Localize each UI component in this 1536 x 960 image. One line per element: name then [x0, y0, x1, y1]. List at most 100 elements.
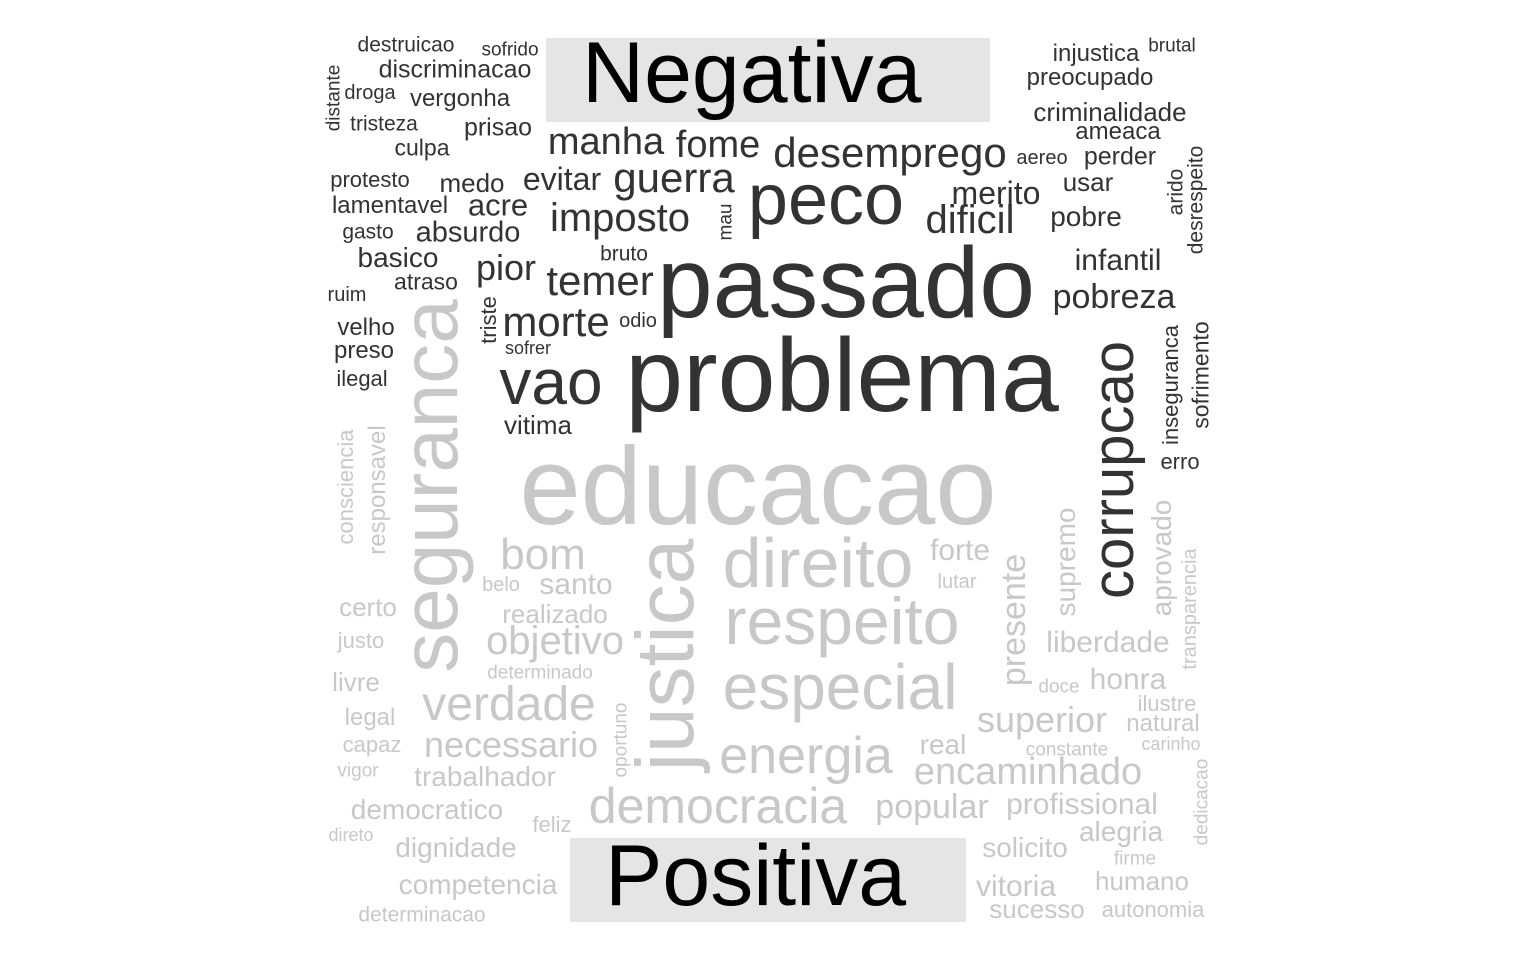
word-desemprego: desemprego — [773, 129, 1007, 176]
word-vao: vao — [499, 346, 603, 418]
word-usar: usar — [1062, 167, 1114, 197]
word-sucesso: sucesso — [989, 894, 1085, 924]
word-solicito: solicito — [982, 832, 1068, 863]
word-destruicao: destruicao — [357, 33, 455, 57]
word-criminalidade: criminalidade — [1033, 97, 1187, 127]
word-respeito: respeito — [724, 584, 960, 658]
negative-label-box — [546, 38, 990, 122]
word-verdade: verdade — [422, 678, 596, 731]
word-desrespeito: desrespeito — [1184, 145, 1208, 255]
word-atraso: atraso — [394, 268, 458, 295]
word-honra: honra — [1089, 663, 1167, 696]
word-ilegal: ilegal — [336, 366, 388, 391]
word-culpa: culpa — [394, 134, 450, 161]
word-pobre: pobre — [1050, 201, 1122, 232]
word-sofrer: sofrer — [504, 338, 552, 358]
word-liberdade: liberdade — [1046, 626, 1170, 659]
word-democratico: democratico — [350, 794, 504, 825]
word-firme: firme — [1113, 848, 1157, 870]
word-imposto: imposto — [549, 196, 691, 240]
word-sofrido: sofrido — [481, 39, 539, 61]
word-injustica: injustica — [1052, 40, 1140, 67]
word-erro: erro — [1160, 449, 1200, 474]
word-justo: justo — [337, 628, 385, 653]
word-preocupado: preocupado — [1026, 64, 1154, 91]
word-evitar: evitar — [522, 161, 602, 197]
word-vitoria: vitoria — [975, 870, 1057, 903]
word-presente: presente — [995, 553, 1033, 687]
word-passado: passado — [656, 227, 1036, 339]
word-direto: direto — [328, 825, 374, 845]
word-sofrimento: sofrimento — [1187, 321, 1214, 429]
word-gasto: gasto — [342, 220, 394, 244]
word-bruto: bruto — [600, 242, 648, 266]
word-acre: acre — [467, 187, 529, 223]
word-real: real — [919, 729, 967, 760]
word-trabalhador: trabalhador — [414, 761, 556, 792]
word-distante: distante — [323, 64, 345, 132]
word-aprovado: aprovado — [1146, 499, 1177, 617]
word-santo: santo — [539, 568, 613, 601]
word-bom: bom — [500, 530, 586, 579]
word-ilustre: ilustre — [1137, 691, 1197, 716]
word-alegria: alegria — [1078, 816, 1164, 847]
word-ameaca: ameaca — [1075, 118, 1161, 145]
word-morte: morte — [502, 298, 610, 345]
word-belo: belo — [482, 574, 520, 596]
word-forte: forte — [929, 534, 991, 567]
word-legal: legal — [344, 704, 396, 731]
word-basico: basico — [357, 242, 439, 273]
word-realizado: realizado — [502, 599, 608, 629]
word-corrupcao: corrupcao — [1081, 341, 1146, 599]
word-merito: merito — [951, 175, 1041, 211]
word-droga: droga — [344, 82, 396, 104]
positive-label-box — [570, 838, 966, 922]
word-dedicacao: dedicacao — [1191, 758, 1213, 846]
word-educacao: educacao — [519, 425, 997, 548]
word-discriminacao: discriminacao — [378, 55, 532, 84]
word-natural: natural — [1126, 710, 1200, 737]
word-preso: preso — [333, 337, 395, 364]
word-transparencia: transparencia — [1179, 548, 1201, 670]
word-dificil: dificil — [925, 198, 1015, 242]
word-capaz: capaz — [342, 732, 402, 757]
word-encaminhado: encaminhado — [913, 751, 1143, 793]
word-brutal: brutal — [1148, 35, 1196, 57]
word-especial: especial — [722, 651, 958, 723]
word-pobreza: pobreza — [1052, 278, 1176, 316]
word-carinho: carinho — [1141, 734, 1201, 754]
word-fome: fome — [675, 124, 761, 166]
word-absurdo: absurdo — [415, 216, 521, 249]
word-pior: pior — [475, 247, 537, 288]
word-responsavel: responsavel — [364, 425, 391, 555]
word-peco: peco — [747, 160, 905, 240]
word-autonomia: autonomia — [1101, 897, 1205, 922]
word-direito: direito — [722, 524, 914, 602]
word-aereo: aereo — [1016, 147, 1068, 169]
word-necessario: necessario — [423, 724, 599, 765]
word-medo: medo — [439, 168, 505, 198]
word-objetivo: objetivo — [486, 619, 624, 663]
positive-label: Positiva — [605, 828, 907, 924]
word-oportuno: oportuno — [610, 702, 632, 778]
word-lutar: lutar — [937, 571, 977, 593]
word-prisao: prisao — [463, 113, 533, 142]
word-livre: livre — [332, 667, 380, 697]
word-guerra: guerra — [613, 154, 735, 201]
word-constante: constante — [1025, 739, 1109, 761]
word-tristeza: tristeza — [350, 112, 418, 136]
word-feliz: feliz — [532, 812, 572, 837]
word-velho: velho — [337, 314, 395, 341]
word-democracia: democracia — [588, 778, 848, 834]
word-energia: energia — [719, 727, 893, 785]
word-seguranca: seguranca — [385, 299, 474, 673]
word-protesto: protesto — [330, 167, 410, 192]
word-superior: superior — [976, 699, 1108, 740]
word-ruim: ruim — [327, 284, 367, 306]
word-profissional: profissional — [1006, 788, 1158, 821]
word-lamentavel: lamentavel — [331, 192, 449, 219]
word-problema: problema — [625, 318, 1059, 434]
word-triste: triste — [476, 296, 501, 344]
negative-label: Negativa — [582, 25, 922, 121]
